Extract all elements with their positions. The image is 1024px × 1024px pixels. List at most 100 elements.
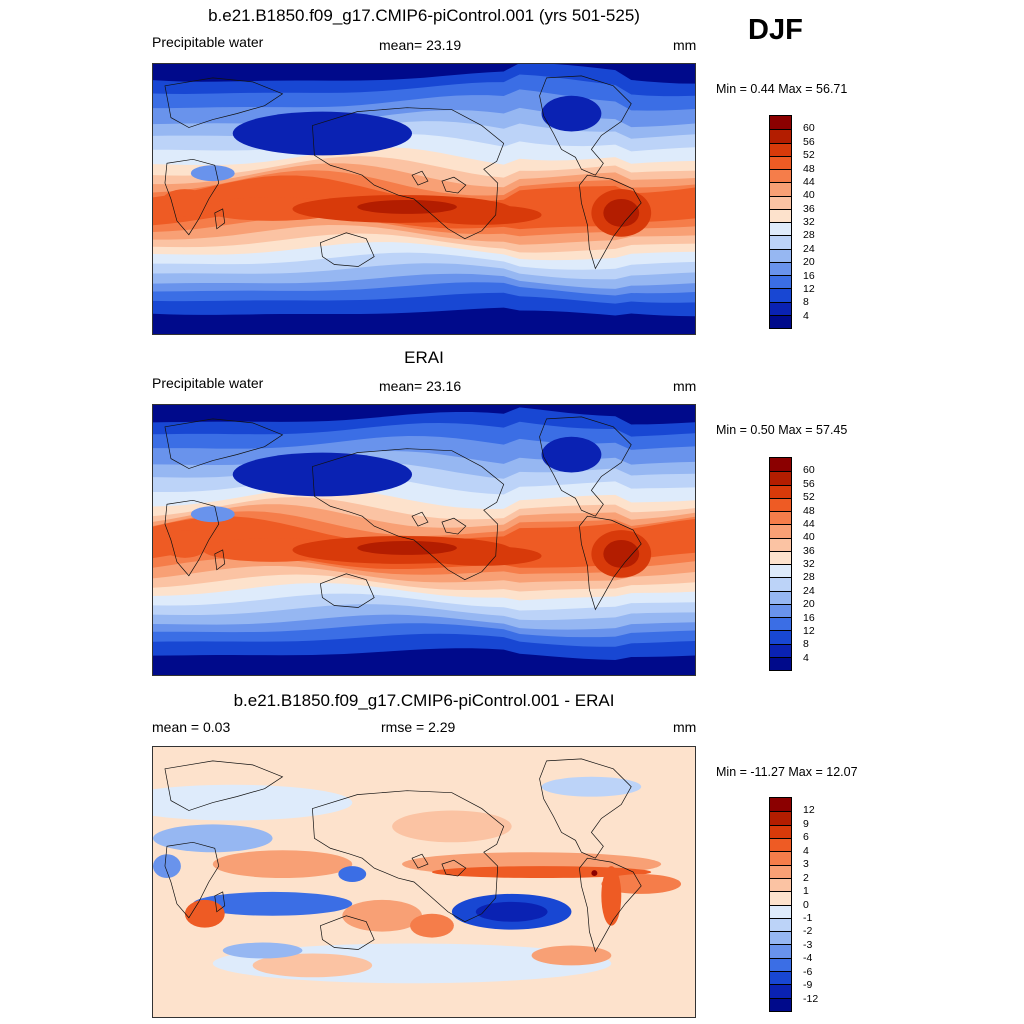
colorbar-swatch — [770, 484, 791, 498]
panel3-title: b.e21.B1850.f09_g17.CMIP6-piControl.001 … — [233, 691, 615, 710]
colorbar-swatch — [770, 917, 791, 932]
panel3-minmax: Min = -11.27 Max = 12.07 — [716, 765, 858, 779]
colorbar-swatch — [770, 877, 791, 892]
colorbar-tick-label: 28 — [803, 571, 815, 584]
colorbar-swatch — [770, 195, 791, 209]
colorbar-swatch — [770, 577, 791, 591]
colorbar-swatch — [770, 811, 791, 825]
colorbar-swatch — [770, 971, 791, 985]
colorbar-tick-label: 32 — [803, 558, 815, 570]
colorbar-tick-label: 4 — [803, 309, 809, 322]
colorbar-tick-label: 44 — [803, 175, 815, 188]
colorbar-tick-label: 8 — [803, 638, 809, 651]
colorbar-swatch — [770, 248, 791, 262]
colorbar-tick-label: 4 — [803, 651, 809, 664]
colorbar-tick-label: -9 — [803, 979, 813, 992]
panel2-colorbar — [769, 457, 792, 671]
colorbar-swatch — [770, 314, 791, 328]
colorbar-swatch — [770, 182, 791, 196]
colorbar-swatch — [770, 155, 791, 169]
panel2-mean-label: mean= 23.16 — [379, 378, 462, 394]
colorbar-tick-label: 44 — [803, 517, 815, 530]
colorbar-tick-label: 12 — [803, 282, 815, 295]
colorbar-swatch — [770, 275, 791, 289]
colorbar-swatch — [770, 837, 791, 852]
panel3-colorbar — [769, 797, 792, 1012]
colorbar-tick-label: 52 — [803, 491, 815, 504]
colorbar-tick-label: 24 — [803, 242, 815, 255]
panel3-units-label: mm — [673, 719, 697, 735]
colorbar-tick-label: 36 — [803, 202, 815, 215]
colorbar-swatch — [770, 864, 791, 878]
colorbar-tick-label: 40 — [803, 531, 815, 544]
colorbar-tick-label: 56 — [803, 135, 815, 148]
colorbar-tick-label: 12 — [803, 804, 815, 817]
colorbar-swatch — [770, 235, 791, 249]
colorbar-swatch — [770, 630, 791, 644]
panel1-map — [152, 63, 696, 335]
colorbar-tick-label: 4 — [803, 844, 809, 857]
colorbar-swatch — [770, 957, 791, 972]
colorbar-tick-label: 32 — [803, 216, 815, 228]
colorbar-swatch — [770, 497, 791, 511]
colorbar-tick-label: 9 — [803, 817, 809, 830]
colorbar-tick-label: 20 — [803, 256, 815, 269]
colorbar-tick-label: 20 — [803, 598, 815, 611]
colorbar-swatch — [770, 798, 791, 812]
colorbar-swatch — [770, 458, 791, 472]
colorbar-tick-label: -3 — [803, 938, 813, 951]
colorbar-swatch — [770, 471, 791, 485]
panel2-map — [152, 404, 696, 676]
colorbar-tick-label: 52 — [803, 149, 815, 162]
colorbar-tick-label: 1 — [803, 885, 809, 898]
colorbar-swatch — [770, 904, 791, 918]
colorbar-tick-label: 0 — [803, 898, 809, 911]
colorbar-swatch — [770, 261, 791, 275]
colorbar-tick-label: 6 — [803, 831, 809, 844]
colorbar-tick-label: 16 — [803, 611, 815, 624]
panel2-units-label: mm — [673, 378, 697, 394]
panel1-variable-label: Precipitable water — [152, 34, 264, 50]
colorbar-swatch — [770, 288, 791, 302]
colorbar-swatch — [770, 590, 791, 604]
colorbar-swatch — [770, 944, 791, 958]
panel1-minmax: Min = 0.44 Max = 56.71 — [716, 82, 848, 96]
colorbar-swatch — [770, 537, 791, 551]
colorbar-swatch — [770, 222, 791, 236]
panel3-rmse-label: rmse = 2.29 — [381, 719, 456, 735]
colorbar-tick-label: 56 — [803, 477, 815, 490]
panel1-colorbar — [769, 115, 792, 329]
colorbar-swatch — [770, 208, 791, 222]
panel1-title: b.e21.B1850.f09_g17.CMIP6-piControl.001 … — [208, 6, 640, 25]
colorbar-swatch — [770, 824, 791, 838]
colorbar-tick-label: -2 — [803, 925, 813, 938]
colorbar-swatch — [770, 550, 791, 564]
colorbar-swatch — [770, 851, 791, 865]
colorbar-swatch — [770, 116, 791, 130]
panel2-title: ERAI — [404, 348, 444, 367]
colorbar-tick-label: 48 — [803, 162, 815, 175]
colorbar-swatch — [770, 997, 791, 1011]
colorbar-tick-label: 60 — [803, 122, 815, 135]
panel1-units-label: mm — [673, 37, 697, 53]
colorbar-tick-label: 2 — [803, 871, 809, 884]
colorbar-swatch — [770, 142, 791, 156]
colorbar-tick-label: 28 — [803, 229, 815, 242]
colorbar-swatch — [770, 931, 791, 945]
colorbar-tick-label: 24 — [803, 584, 815, 597]
colorbar-swatch — [770, 643, 791, 657]
colorbar-swatch — [770, 617, 791, 631]
colorbar-tick-label: 48 — [803, 504, 815, 517]
season-label: DJF — [748, 14, 803, 46]
colorbar-swatch — [770, 524, 791, 538]
colorbar-swatch — [770, 564, 791, 578]
colorbar-tick-label: 60 — [803, 464, 815, 477]
panel3-map — [152, 746, 696, 1018]
colorbar-swatch — [770, 603, 791, 617]
colorbar-tick-label: -6 — [803, 965, 813, 978]
colorbar-tick-label: -12 — [803, 992, 819, 1005]
panel2-variable-label: Precipitable water — [152, 375, 264, 391]
colorbar-tick-label: -1 — [803, 911, 813, 924]
colorbar-swatch — [770, 891, 791, 905]
colorbar-swatch — [770, 984, 791, 998]
